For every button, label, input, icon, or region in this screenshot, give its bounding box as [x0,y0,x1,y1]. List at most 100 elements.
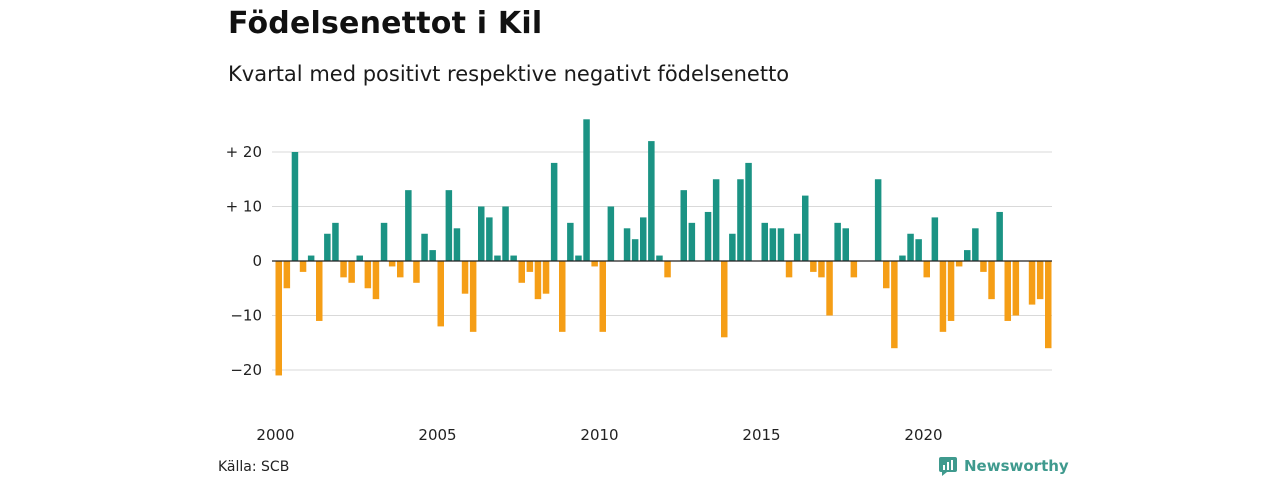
bar [737,179,744,261]
chart-subtitle: Kvartal med positivt respektive negativt… [228,62,790,86]
bar [510,255,517,261]
bar [283,261,291,289]
bar [567,222,574,261]
newsworthy-logo-icon [939,457,957,476]
bar [324,233,331,261]
x-tick-label: 2010 [580,426,618,444]
x-tick-label: 2005 [418,426,456,444]
bar [648,141,655,261]
bar [275,261,282,376]
bar [534,261,542,300]
bar [721,261,728,338]
bar [575,255,582,261]
bar [777,228,785,261]
bar [478,206,485,261]
bar [316,261,323,321]
bar [372,261,380,300]
y-tick-label: −20 [230,361,262,379]
bar [802,195,809,261]
bar [955,261,963,267]
bar [842,228,849,261]
bar [502,206,509,261]
bar [445,190,453,261]
bar [494,255,501,261]
bar [664,261,671,278]
bar [761,222,768,261]
bar [1012,261,1020,316]
bar [712,179,720,261]
bar [413,261,420,283]
bar [704,211,712,261]
bar [364,261,372,289]
bar [397,261,404,278]
bar [891,261,898,349]
bar [883,261,890,289]
bar [583,119,590,261]
bar [1004,261,1011,321]
bar [469,261,477,332]
source-note: Källa: SCB [218,459,290,475]
y-tick-label: + 10 [226,198,262,216]
bar [818,261,825,278]
bar [550,162,558,261]
bar [850,261,858,278]
bar [688,222,696,261]
bar [745,162,752,261]
chart-title: Födelsenettot i Kil [228,6,543,41]
bar [874,179,882,261]
bar [769,228,777,261]
x-tick-label: 2000 [256,426,294,444]
bar [348,261,355,283]
bar [526,261,534,272]
bar [656,255,663,261]
bar [429,250,436,261]
bar [793,233,801,261]
y-tick-label: + 20 [226,143,262,161]
bar [947,261,955,321]
bar [834,222,841,261]
bar [599,261,606,332]
bar [907,233,914,261]
bar [623,228,631,261]
bar [607,206,615,261]
bar [972,228,979,261]
bar [996,211,1003,261]
bar [1028,261,1036,305]
bar [405,190,412,261]
bar [299,261,307,272]
bar [640,217,647,261]
bar [785,261,793,278]
bar [453,228,461,261]
bar [923,261,930,278]
y-tick-label: −10 [230,307,262,325]
bar [980,261,987,272]
bar [356,255,363,261]
bar [988,261,995,300]
brand-logo: Newsworthy [938,456,1069,476]
bar [964,250,971,261]
bar [291,152,299,261]
bar [729,233,736,261]
bar [518,261,525,283]
bar [1036,261,1044,300]
bar [810,261,817,272]
bar [826,261,833,316]
y-tick-label: 0 [252,252,262,270]
bar [340,261,347,278]
bar [1045,261,1052,349]
bar [486,217,493,261]
bar [680,190,687,261]
bar [939,261,947,332]
bar [559,261,566,332]
bar [591,261,598,267]
bar [899,255,906,261]
bar [915,239,922,261]
bar [631,239,639,261]
x-tick-label: 2020 [904,426,942,444]
bar [542,261,550,294]
brand-name: Newsworthy [964,457,1069,475]
bar [421,233,428,261]
bar [931,217,939,261]
bar [461,261,469,294]
